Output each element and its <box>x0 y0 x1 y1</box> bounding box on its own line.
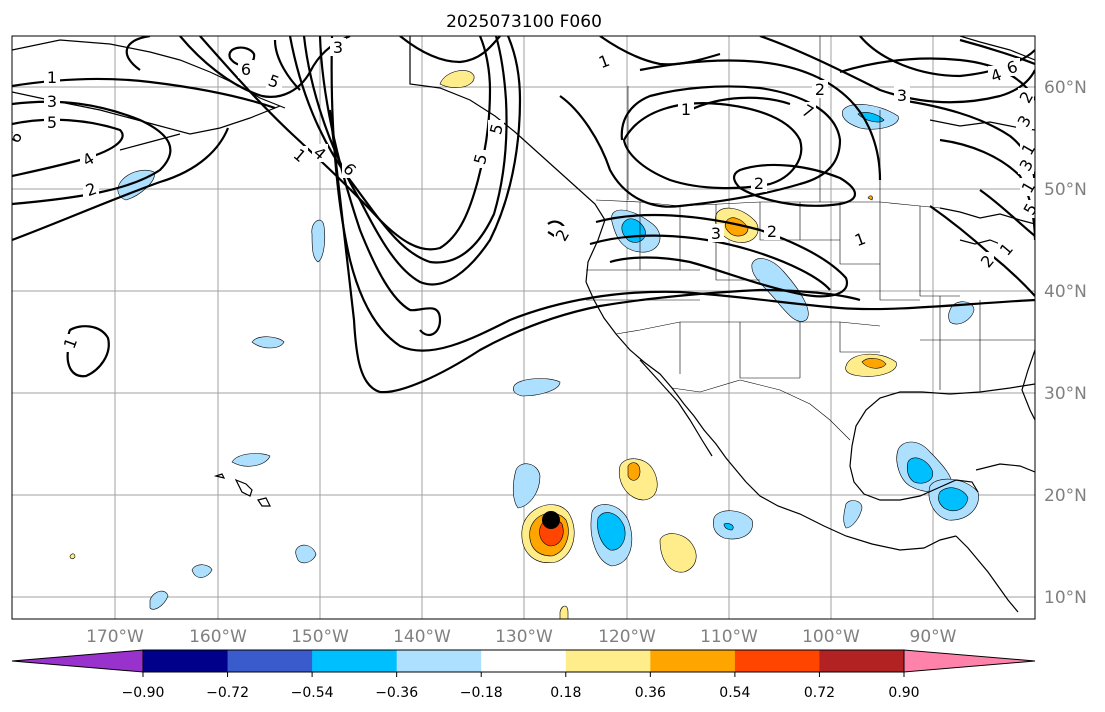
contour-label: 2 <box>815 80 825 99</box>
colorbar-segment <box>565 650 651 672</box>
contour-label: 3 <box>897 86 907 105</box>
lat-label: 30°N <box>1044 384 1087 404</box>
latitude-labels: 60°N 50°N 40°N 30°N 20°N 10°N <box>1044 78 1087 608</box>
lat-label: 50°N <box>1044 180 1087 200</box>
contour-label: 3 <box>711 224 721 243</box>
colorbar-segment <box>819 650 905 672</box>
contour-label: 2 <box>754 174 764 193</box>
colorbar-segment <box>143 650 229 672</box>
lon-label: 130°W <box>495 627 553 647</box>
colorbar-tick-label: 0.18 <box>550 685 581 701</box>
colorbar-segment <box>227 650 313 672</box>
colorbar-segment <box>734 650 820 672</box>
storm-center-marker <box>542 511 560 529</box>
lon-label: 160°W <box>189 627 247 647</box>
lat-label: 20°N <box>1044 486 1087 506</box>
colorbar-tick-label: −0.36 <box>375 685 418 701</box>
lat-label: 60°N <box>1044 78 1087 98</box>
contour-label: 5 <box>470 152 491 167</box>
filled-anomalies <box>69 70 979 619</box>
colorbar-segments <box>12 650 1035 672</box>
colorbar: −0.90 −0.72 −0.54 −0.36 −0.18 0.18 0.36 0.54 0.7… <box>11 649 1036 701</box>
lat-label: 10°N <box>1044 588 1087 608</box>
contour-label: 1 <box>47 68 57 87</box>
colorbar-segment <box>481 650 567 672</box>
lon-label: 170°W <box>86 627 144 647</box>
lon-label: 110°W <box>700 627 758 647</box>
colorbar-segment <box>396 650 482 672</box>
colorbar-tick-label: 0.54 <box>719 685 750 701</box>
contour-label: 2 <box>767 222 777 241</box>
colorbar-tick-label: 0.36 <box>635 685 666 701</box>
contour-label: 6 <box>241 60 251 79</box>
colorbar-segment <box>650 650 736 672</box>
lon-label: 120°W <box>598 627 656 647</box>
contour-label: 5 <box>486 122 507 137</box>
colorbar-tick-label: 0.90 <box>888 685 919 701</box>
contour-label: 3 <box>333 38 343 57</box>
lon-label: 150°W <box>291 627 349 647</box>
lon-label: 100°W <box>802 627 860 647</box>
colorbar-ticks: −0.90 −0.72 −0.54 −0.36 −0.18 0.18 0.36 0.54 0.7… <box>122 672 920 701</box>
colorbar-frame <box>142 649 905 673</box>
contour-labels <box>12 38 1035 352</box>
contour-lines <box>12 36 1035 394</box>
colorbar-tick-label: −0.54 <box>291 685 334 701</box>
colorbar-segment <box>312 650 398 672</box>
colorbar-left-arrow <box>12 650 143 672</box>
map-title: 2025073100 F060 <box>446 12 602 32</box>
colorbar-tick-label: −0.72 <box>206 685 249 701</box>
lat-label: 40°N <box>1044 282 1087 302</box>
plot-frame <box>11 35 1036 620</box>
colorbar-right-arrow <box>904 650 1035 672</box>
lon-label: 90°W <box>910 627 957 647</box>
contour-label: 3 <box>47 92 57 111</box>
contour-label: 1 <box>681 100 691 119</box>
lon-label: 140°W <box>393 627 451 647</box>
colorbar-tick-label: −0.90 <box>122 685 165 701</box>
colorbar-tick-label: 0.72 <box>804 685 835 701</box>
contour-label: 5 <box>47 113 57 132</box>
longitude-labels: 170°W 160°W 150°W 140°W 130°W 120°W 110°… <box>86 627 957 647</box>
colorbar-tick-label: −0.18 <box>460 685 503 701</box>
